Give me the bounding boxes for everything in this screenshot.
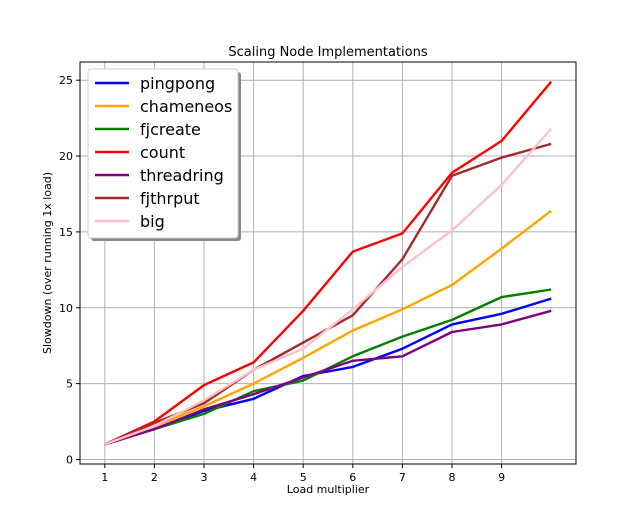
plot-frame [79,61,577,465]
legend-label-chameneos: chameneos [140,97,232,116]
legend-box [87,68,239,239]
y-tick-label: 20 [59,150,73,163]
legend-label-threadring: threadring [140,166,224,185]
legend-label-big: big [140,212,165,231]
chart-title: Scaling Node Implementations [228,45,427,60]
x-tick-label: 2 [151,471,158,484]
series-layer [104,80,553,446]
y-tick-label: 10 [59,302,73,315]
y-tick-label: 0 [66,453,73,466]
y-tick-label: 15 [59,226,73,239]
y-tick-label: 25 [59,74,73,87]
x-tick-label: 6 [349,471,356,484]
legend-label-pingpong: pingpong [140,74,215,93]
legend-label-fjcreate: fjcreate [140,120,201,139]
x-tick-label: 3 [201,471,208,484]
series-line-count [104,80,553,446]
y-tick-label: 5 [66,378,73,391]
series-line-chameneos [104,209,552,446]
legend: pingpong chameneos fjcreate count threadring… [87,68,241,241]
legend-label-count: count [140,143,185,162]
tick-layer: 1 2 3 4 5 6 7 8 9 0 5 10 15 20 25 [59,74,505,484]
series-line-big [104,127,553,446]
x-tick-label: 4 [250,471,257,484]
x-axis-label: Load multiplier [287,483,370,496]
legend-label-fjthrput: fjthrput [140,189,200,208]
x-tick-label: 1 [101,471,108,484]
x-tick-label: 9 [498,471,505,484]
series-line-threadring [104,309,552,446]
x-tick-label: 5 [300,471,307,484]
x-tick-label: 8 [449,471,456,484]
y-axis-label: Slowdown (over running 1x load) [41,172,54,354]
x-tick-label: 7 [399,471,406,484]
